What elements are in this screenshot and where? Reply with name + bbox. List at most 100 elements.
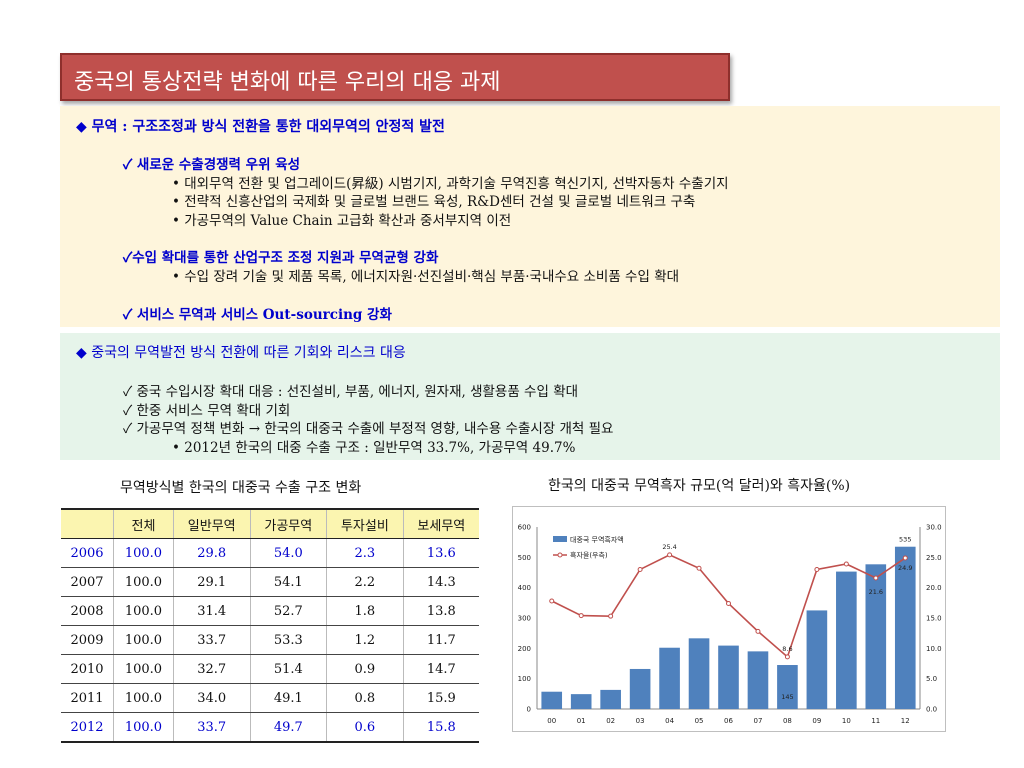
table-cell: 100.0 bbox=[113, 654, 174, 684]
table-cell: 14.3 bbox=[402, 567, 479, 597]
table-cell: 49.7 bbox=[249, 712, 327, 743]
table-cell: 1.2 bbox=[326, 625, 404, 655]
table-caption: 무역방식별 한국의 대중국 수출 구조 변화 bbox=[120, 480, 362, 496]
data-label: 25.4 bbox=[662, 543, 676, 551]
export-structure-table: 전체 일반무역 가공무역 투자설비 보세무역 2006 100.0 29.8 5… bbox=[61, 508, 479, 743]
line-point bbox=[696, 565, 702, 571]
data-label: 24.9 bbox=[898, 564, 912, 572]
table-cell: 13.8 bbox=[402, 596, 479, 626]
bar bbox=[865, 564, 887, 709]
table-cell: 54.0 bbox=[249, 538, 327, 568]
data-label: 8.6 bbox=[782, 645, 792, 653]
legend-bar-label: 대중국 무역흑자액 bbox=[570, 535, 624, 544]
table-cell: 33.7 bbox=[172, 712, 250, 743]
table-cell: 11.7 bbox=[402, 625, 479, 655]
data-label: 535 bbox=[899, 536, 911, 544]
table-cell: 2011 bbox=[61, 683, 114, 713]
line-point bbox=[755, 628, 761, 634]
section1-bullet: • 가공무역의 Value Chain 고급화 확산과 중서부지역 이전 bbox=[172, 213, 512, 229]
table-cell: 51.4 bbox=[249, 654, 327, 684]
line-point bbox=[549, 598, 555, 604]
x-tick-label: 02 bbox=[606, 717, 615, 725]
y-tick-label-right: 30.0 bbox=[926, 524, 942, 532]
table-cell: 31.4 bbox=[172, 596, 250, 626]
table-cell: 33.7 bbox=[172, 625, 250, 655]
section2-heading: ◆ 중국의 무역발전 방식 전환에 따른 기회와 리스크 대응 bbox=[76, 345, 406, 361]
bar bbox=[541, 691, 563, 709]
x-tick-label: 00 bbox=[547, 717, 556, 725]
line-point bbox=[784, 654, 790, 660]
table-cell: 32.7 bbox=[172, 654, 250, 684]
table-cell: 29.1 bbox=[172, 567, 250, 597]
table-cell: 54.1 bbox=[249, 567, 327, 597]
table-cell: 2008 bbox=[61, 596, 114, 626]
section1-bullet: • 대외무역 전환 및 업그레이드(昇級) 시범기지, 과학기술 무역진흥 혁신… bbox=[172, 176, 729, 192]
y-tick-label-right: 15.0 bbox=[926, 615, 942, 623]
line-point bbox=[726, 600, 731, 606]
table-cell: 0.9 bbox=[326, 654, 404, 684]
table-cell: 100.0 bbox=[113, 712, 174, 743]
section1-bullet: • 전략적 신흥산업의 국제화 및 글로벌 브랜드 육성, R&D센터 건설 및… bbox=[172, 194, 696, 210]
table-header-cell: 가공무역 bbox=[249, 508, 327, 539]
x-tick-label: 12 bbox=[901, 717, 910, 725]
x-tick-label: 08 bbox=[783, 717, 792, 725]
title-banner: 중국의 통상전략 변화에 따른 우리의 대응 과제 bbox=[60, 53, 730, 101]
x-tick-label: 05 bbox=[695, 717, 704, 725]
bar bbox=[659, 647, 680, 709]
trade-section-panel bbox=[60, 106, 1000, 327]
y-tick-label-right: 5.0 bbox=[926, 675, 937, 683]
x-tick-label: 06 bbox=[724, 717, 733, 725]
x-tick-label: 01 bbox=[577, 717, 586, 725]
line-point bbox=[814, 566, 820, 572]
x-tick-label: 10 bbox=[842, 717, 851, 725]
table-cell: 14.7 bbox=[402, 654, 479, 684]
chart-svg: 01002003004005006000.05.010.015.020.025.… bbox=[518, 524, 942, 726]
y-tick-label-left: 300 bbox=[518, 615, 531, 623]
table-cell: 2.3 bbox=[326, 538, 404, 568]
chart-caption: 한국의 대중국 무역흑자 규모(억 달러)와 흑자율(%) bbox=[548, 478, 851, 494]
line-point bbox=[608, 613, 614, 619]
bar bbox=[718, 645, 739, 709]
x-tick-label: 07 bbox=[754, 717, 763, 725]
table-cell: 100.0 bbox=[113, 683, 174, 713]
table-cell: 2006 bbox=[61, 538, 114, 568]
section1-heading: ◆ 무역 : 구조조정과 방식 전환을 통한 대외무역의 안정적 발전 bbox=[76, 119, 445, 135]
y-tick-label-left: 500 bbox=[518, 554, 531, 562]
bar bbox=[777, 665, 798, 709]
legend-bar-swatch bbox=[553, 536, 567, 542]
legend-line-label: 흑자율(우측) bbox=[570, 551, 608, 560]
table-header-cell bbox=[61, 508, 114, 539]
table-cell: 1.8 bbox=[326, 596, 404, 626]
section2-item: ✓ 한중 서비스 무역 확대 기회 bbox=[123, 403, 291, 419]
table-cell: 15.8 bbox=[402, 712, 479, 743]
line-point bbox=[578, 613, 584, 619]
y-tick-label-left: 200 bbox=[518, 645, 531, 653]
y-tick-label-right: 20.0 bbox=[926, 584, 942, 592]
table-cell: 0.8 bbox=[326, 683, 404, 713]
table-cell: 53.3 bbox=[249, 625, 327, 655]
table-cell: 2012 bbox=[61, 712, 114, 743]
table-cell: 52.7 bbox=[249, 596, 327, 626]
table-header-cell: 전체 bbox=[113, 508, 174, 539]
y-tick-label-right: 25.0 bbox=[926, 554, 942, 562]
table-row: 2007 100.0 29.1 54.1 2.2 14.3 bbox=[61, 567, 479, 597]
y-tick-label-left: 100 bbox=[518, 675, 531, 683]
data-label: 145 bbox=[781, 693, 793, 701]
section1-sub2: ✓수입 확대를 통한 산업구조 조정 지원과 무역균형 강화 bbox=[123, 250, 439, 266]
bar bbox=[600, 689, 621, 709]
table-row: 2009 100.0 33.7 53.3 1.2 11.7 bbox=[61, 625, 479, 655]
bar bbox=[688, 638, 710, 709]
x-tick-label: 11 bbox=[871, 717, 880, 725]
table-header-row: 전체 일반무역 가공무역 투자설비 보세무역 bbox=[61, 508, 479, 539]
line-point bbox=[637, 566, 643, 572]
x-tick-label: 09 bbox=[812, 717, 821, 725]
table-cell: 100.0 bbox=[113, 538, 174, 568]
table-row: 2010 100.0 32.7 51.4 0.9 14.7 bbox=[61, 654, 479, 684]
legend-line-marker bbox=[557, 552, 563, 558]
line-point bbox=[843, 561, 849, 567]
table-cell: 100.0 bbox=[113, 596, 174, 626]
y-tick-label-right: 10.0 bbox=[926, 645, 942, 653]
y-tick-label-right: 0.0 bbox=[926, 706, 937, 714]
table-row: 2006 100.0 29.8 54.0 2.3 13.6 bbox=[61, 538, 479, 568]
section2-item: ✓ 중국 수입시장 확대 대응 : 선진설비, 부품, 에너지, 원자재, 생활… bbox=[123, 384, 579, 400]
